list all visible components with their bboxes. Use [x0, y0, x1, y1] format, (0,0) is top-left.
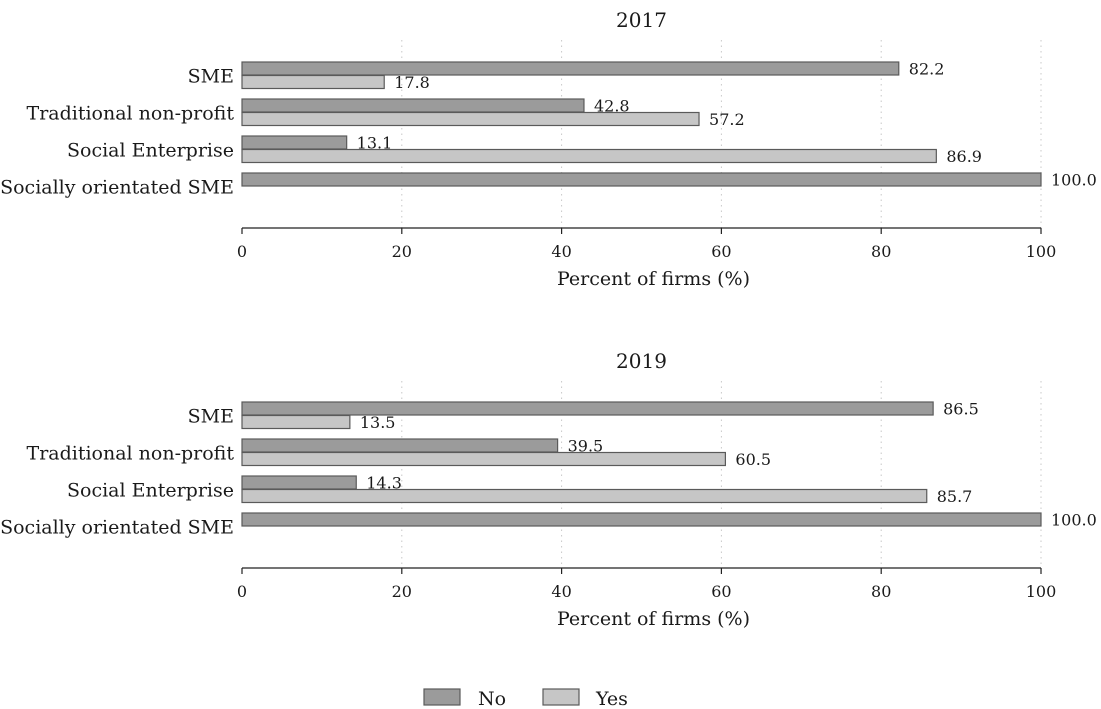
data-label-no: 14.3 — [366, 474, 402, 493]
category-label: SME — [188, 66, 234, 88]
x-axis-title: Percent of firms (%) — [557, 268, 750, 290]
data-label-yes: 60.5 — [735, 450, 771, 469]
bar-yes — [241, 111, 700, 127]
x-tick-label: 100 — [1026, 242, 1057, 261]
x-tick-label: 20 — [392, 242, 412, 261]
category-label: Traditional non-profit — [27, 443, 235, 465]
bar-no — [241, 401, 934, 416]
bar-no — [241, 98, 585, 113]
x-tick-label: 40 — [551, 582, 571, 601]
data-label-no: 13.1 — [357, 134, 393, 153]
x-tick-label: 100 — [1026, 582, 1057, 601]
category-label: Traditional non-profit — [27, 103, 235, 125]
x-tick-label: 0 — [237, 582, 247, 601]
bar-no — [241, 438, 559, 453]
x-tick-label: 80 — [871, 582, 891, 601]
x-tick-label: 0 — [237, 242, 247, 261]
panel-title: 2017 — [616, 8, 667, 32]
x-tick-label: 20 — [392, 582, 412, 601]
bar-no — [241, 475, 357, 490]
bar-yes — [241, 451, 726, 467]
legend: No Yes — [423, 688, 628, 709]
category-label: Socially orientated SME — [0, 177, 234, 199]
legend-swatch-no — [423, 688, 461, 706]
data-label-no: 82.2 — [909, 60, 945, 79]
data-label-no: 100.0 — [1051, 171, 1097, 190]
data-label-yes: 86.9 — [946, 147, 982, 166]
chart-panel-2017: 2017 82.2 42.8 13.1 100.0 17.8 57.2 86.9 SME Trad… — [0, 8, 1097, 290]
bar-no — [241, 512, 1042, 527]
bar-yes — [241, 148, 937, 164]
legend-label-yes: Yes — [595, 688, 628, 709]
category-label: SME — [188, 406, 234, 428]
x-tick-label: 40 — [551, 242, 571, 261]
legend-label-no: No — [478, 688, 506, 709]
chart-panels: 2017 82.2 42.8 13.1 100.0 17.8 57.2 86.9 SME Trad… — [0, 8, 1097, 630]
x-axis-title: Percent of firms (%) — [557, 608, 750, 630]
x-tick-label: 80 — [871, 242, 891, 261]
data-label-yes: 17.8 — [394, 73, 430, 92]
category-label: Social Enterprise — [67, 140, 234, 162]
data-label-yes: 85.7 — [937, 487, 973, 506]
x-tick-label: 60 — [711, 242, 731, 261]
panel-title: 2019 — [616, 349, 667, 373]
data-label-no: 42.8 — [594, 97, 630, 116]
bar-yes — [241, 488, 928, 504]
category-label: Social Enterprise — [67, 480, 234, 502]
legend-swatch-yes — [542, 688, 580, 706]
data-label-yes: 13.5 — [360, 413, 396, 432]
data-label-no: 100.0 — [1051, 511, 1097, 530]
bar-no — [241, 135, 348, 150]
data-label-no: 86.5 — [943, 400, 979, 419]
data-label-yes: 57.2 — [709, 110, 745, 129]
data-label-no: 39.5 — [568, 437, 604, 456]
category-label: Socially orientated SME — [0, 517, 234, 539]
x-tick-label: 60 — [711, 582, 731, 601]
bar-no — [241, 61, 900, 76]
bar-no — [241, 172, 1042, 187]
chart-panel-2019: 2019 86.5 39.5 14.3 100.0 13.5 60.5 85.7 SME Trad… — [0, 349, 1097, 630]
bar-yes — [241, 74, 385, 90]
bar-yes — [241, 414, 351, 430]
